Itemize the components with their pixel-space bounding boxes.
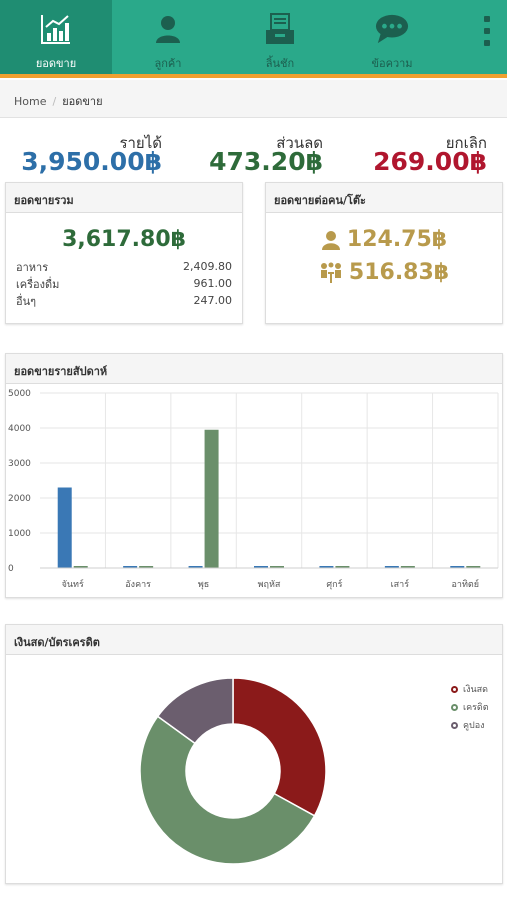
legend-dot [451,703,458,711]
legend-label: เงินสด [463,685,488,695]
pie-legend: เงินสดเครดิตคูปอง [451,680,501,734]
panel-title: ยอดขายรวม [6,183,242,213]
x-tick-label: ศุกร์ [326,578,342,590]
bar [73,566,88,568]
nav-tab-label: ลูกค้า [154,57,182,70]
nav-tab-sales[interactable]: ยอดขาย [0,0,112,74]
x-tick-label: พุธ [198,580,209,590]
x-tick-label: เสาร์ [391,578,410,590]
summary-discount: ส่วนลด 473.20฿ [153,135,323,175]
x-tick-label: พฤหัส [258,580,281,590]
y-tick-label: 0 [8,564,14,574]
bar [466,566,481,568]
per-table-row: 516.83฿ [266,260,502,285]
pie-slice [156,677,234,745]
row-label: เครื่องดื่ม [16,277,60,291]
nav-tab-label: ลิ้นชัก [265,57,295,70]
per-person-panel: ยอดขายต่อคน/โต๊ะ 124.75฿ 516.83฿ [265,182,503,324]
summary-value: 269.00฿ [373,147,487,176]
y-tick-label: 3000 [8,459,31,469]
breadcrumb-current: ยอดขาย [62,95,103,108]
summary-title: ส่วนลด [276,134,323,152]
bar [123,566,138,568]
bar [400,566,415,568]
row-label: อาหาร [16,260,49,274]
breadcrumb: Home / ยอดขาย [0,80,507,118]
row-value: 2,409.80 [183,260,232,273]
total-sales-value: 3,617.80฿ [62,227,186,252]
bar [335,566,350,568]
nav-tab-customers[interactable]: ลูกค้า [112,0,224,74]
row-value: 247.00 [193,294,233,307]
legend-label: คูปอง [463,721,485,731]
nav-tab-label: ข้อความ [371,57,413,70]
bar-chart-icon [39,12,73,46]
breadcrumb-separator: / [52,95,57,108]
per-table-value: 516.83฿ [348,260,450,285]
summary-cancel: ยกเลิก 269.00฿ [317,135,487,175]
person-icon [321,230,340,250]
per-person-row: 124.75฿ [266,227,502,252]
bar [450,566,465,568]
nav-tab-drawer[interactable]: ลิ้นชัก [224,0,336,74]
nav-tab-messages[interactable]: ข้อความ [336,0,448,74]
summary-value: 3,950.00฿ [21,147,162,176]
list-item: อื่นๆ 247.00 [6,292,242,309]
x-tick-label: จันทร์ [62,578,84,590]
legend-item: เงินสด [451,680,501,698]
legend-item: เครดิต [451,698,501,716]
summary-title: รายได้ [119,134,162,152]
panel-title: เงินสด/บัตรเครดิต [6,625,502,655]
row-label: อื่นๆ [16,294,37,308]
bar [204,429,219,568]
breadcrumb-home[interactable]: Home [14,95,47,108]
panel-title: ยอดขายรายสัปดาห์ [6,354,502,384]
table-group-icon [320,262,341,283]
legend-dot [451,685,458,693]
y-tick-label: 2000 [8,494,31,504]
bar [319,566,334,568]
legend-item: คูปอง [451,716,501,734]
pie-slice [139,715,316,865]
summary-title: ยกเลิก [445,134,487,152]
more-menu-icon[interactable] [483,16,491,46]
bar [188,566,203,568]
drawer-icon [263,12,297,46]
bar [139,566,154,568]
top-nav: ยอดขาย ลูกค้า ลิ้นชัก [0,0,507,78]
bar [57,487,72,568]
per-person-value: 124.75฿ [346,227,448,252]
legend-dot [451,721,458,729]
list-item: อาหาร 2,409.80 [6,258,242,275]
panel-title: ยอดขายต่อคน/โต๊ะ [266,183,502,213]
nav-accent-bar [0,74,507,78]
pie-slice [232,677,327,817]
list-item: เครื่องดื่ม 961.00 [6,275,242,292]
bar [384,566,399,568]
y-tick-label: 1000 [8,529,31,539]
row-value: 961.00 [193,277,233,290]
y-tick-label: 4000 [8,424,31,434]
weekly-chart-panel: ยอดขายรายสัปดาห์ [5,353,503,598]
x-tick-label: อาทิตย์ [452,578,480,590]
nav-tab-label: ยอดขาย [35,57,77,70]
user-icon [151,12,185,46]
chat-icon [375,12,409,46]
total-sales-panel: ยอดขายรวม 3,617.80฿ อาหาร 2,409.80 เครื่… [5,182,243,324]
x-tick-label: อังคาร [125,580,151,590]
bar [270,566,284,568]
summary-value: 473.20฿ [209,147,323,176]
summary-revenue: รายได้ 3,950.00฿ [0,135,162,175]
legend-label: เครดิต [463,703,489,713]
y-tick-label: 5000 [8,389,31,399]
bar [254,566,268,568]
